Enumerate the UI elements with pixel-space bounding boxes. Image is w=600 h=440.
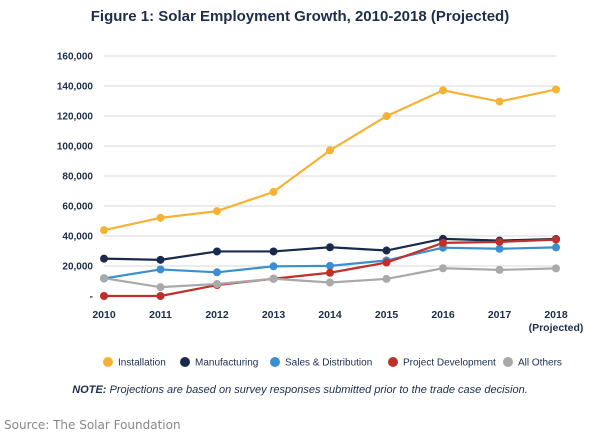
data-point-manufacturing [326, 243, 334, 252]
data-point-installation [213, 207, 221, 216]
y-tick-label: 100,000 [57, 142, 94, 153]
data-point-all-others [552, 264, 560, 273]
data-point-manufacturing [269, 247, 278, 256]
legend-marker-sales-distribution [270, 357, 280, 367]
data-point-project-development [495, 237, 504, 246]
data-point-project-development [326, 268, 334, 277]
data-point-all-others [495, 265, 504, 274]
data-point-project-development [552, 235, 560, 244]
x-tick-label: 2014 [318, 309, 342, 321]
x-tick-label: 2017 [488, 309, 512, 321]
data-point-project-development [439, 238, 447, 247]
y-tick-label: - [90, 292, 93, 303]
x-tick-label: 2016 [431, 309, 455, 321]
data-point-all-others [382, 274, 391, 283]
legend-label-all-others: All Others [518, 358, 562, 369]
data-point-manufacturing [213, 247, 221, 256]
data-point-installation [269, 187, 278, 196]
legend-label-sales-distribution: Sales & Distribution [285, 358, 372, 369]
data-point-sales-distribution [552, 243, 560, 252]
x-tick-sublabel: (Projected) [529, 322, 584, 334]
x-tick-label: 2018 [544, 309, 568, 321]
data-point-all-others [326, 278, 334, 287]
series-line-installation [103, 88, 557, 232]
data-point-sales-distribution [269, 262, 278, 271]
legend-label-manufacturing: Manufacturing [195, 358, 258, 369]
data-point-manufacturing [100, 254, 108, 263]
data-point-sales-distribution [495, 244, 504, 253]
data-point-all-others [100, 274, 108, 283]
data-point-installation [552, 85, 560, 94]
y-tick-label: 80,000 [62, 172, 93, 183]
data-point-project-development [156, 292, 165, 300]
data-point-installation [156, 213, 165, 222]
data-point-sales-distribution [326, 261, 334, 270]
legend-marker-installation [103, 357, 113, 367]
legend-marker-all-others [503, 357, 513, 367]
chart-note: NOTE: Projections are based on survey re… [0, 384, 600, 396]
data-point-installation [439, 86, 447, 95]
y-tick-label: 120,000 [57, 112, 94, 123]
x-tick-label: 2012 [205, 309, 229, 321]
data-point-project-development [100, 292, 108, 300]
chart-title: Figure 1: Solar Employment Growth, 2010-… [90, 8, 510, 25]
x-tick-label: 2013 [262, 309, 286, 321]
data-point-all-others [156, 283, 165, 292]
line-chart: - 20,000 40,000 60,000 80,000 100,000 120,000 1… [57, 52, 584, 369]
y-tick-label: 140,000 [57, 82, 94, 93]
y-tick-label: 40,000 [62, 232, 93, 243]
legend-label-project-development: Project Development [403, 358, 496, 369]
x-tick-label: 2010 [92, 309, 116, 321]
y-tick-label: 60,000 [62, 202, 93, 213]
data-point-installation [100, 226, 108, 235]
chart-card: Figure 1: Solar Employment Growth, 2010-… [0, 8, 600, 396]
data-point-all-others [213, 280, 221, 288]
x-tick-label: 2015 [375, 309, 399, 321]
note-prefix: NOTE: [72, 384, 107, 396]
data-point-all-others [439, 264, 447, 273]
data-point-installation [382, 112, 391, 121]
data-point-all-others [269, 274, 278, 283]
legend-marker-manufacturing [180, 357, 190, 367]
data-point-sales-distribution [156, 265, 165, 274]
data-point-manufacturing [156, 255, 165, 264]
legend-marker-project-development [388, 357, 398, 367]
y-tick-label: 20,000 [62, 262, 93, 273]
data-point-manufacturing [382, 246, 391, 255]
note-text: Projections are based on survey response… [106, 384, 528, 396]
data-point-sales-distribution [213, 268, 221, 277]
source-credit: Source: The Solar Foundation [4, 418, 181, 432]
data-point-project-development [382, 258, 391, 267]
x-tick-label: 2011 [149, 309, 172, 321]
data-point-installation [326, 146, 334, 155]
legend-label-installation: Installation [118, 358, 166, 369]
y-tick-label: 160,000 [57, 52, 94, 63]
data-point-installation [495, 97, 504, 106]
